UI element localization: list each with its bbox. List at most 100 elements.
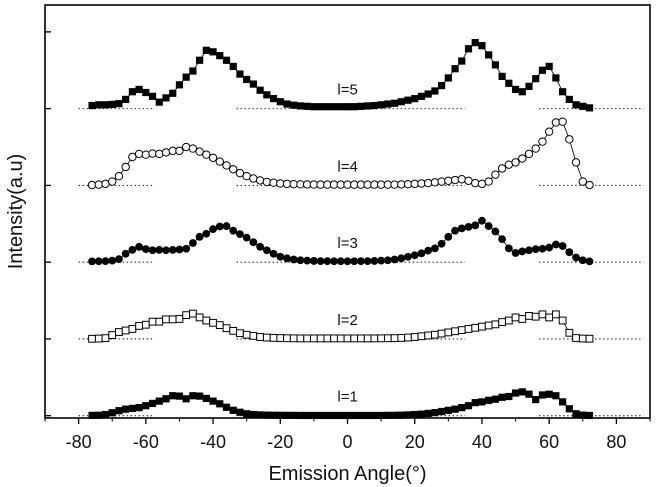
data-point-5-41 [357,102,365,110]
data-point-4-16 [188,144,198,153]
data-point-2-35 [316,334,325,343]
data-point-5-13 [169,89,177,97]
data-point-1-15 [182,395,190,403]
curve-label-3: l=3 [337,235,357,252]
data-point-3-25 [249,238,258,247]
data-point-4-65 [518,154,527,163]
data-point-1-26 [256,411,264,419]
data-point-2-50 [417,332,426,341]
data-point-3-74 [578,256,587,265]
data-point-4-68 [538,137,547,146]
data-point-3-30 [283,254,291,263]
data-point-5-61 [491,61,499,69]
data-point-5-49 [411,95,419,103]
data-point-5-37 [330,103,338,111]
data-point-1-32 [296,411,305,420]
data-point-5-63 [505,79,513,87]
data-point-3-12 [162,246,170,255]
data-point-3-2 [94,257,103,266]
data-point-5-50 [417,92,426,100]
data-point-3-7 [128,245,137,254]
data-point-2-48 [404,333,412,342]
data-point-2-71 [558,316,567,325]
data-point-2-56 [457,326,466,335]
data-point-2-27 [262,333,271,342]
data-point-1-22 [229,406,237,414]
data-point-1-7 [128,404,136,413]
data-point-1-53 [438,407,446,416]
data-point-4-55 [450,175,460,185]
data-point-3-48 [404,252,412,261]
data-point-1-71 [559,398,567,406]
data-point-5-26 [256,86,264,94]
data-point-2-40 [350,334,359,343]
data-point-4-70 [551,118,561,127]
data-point-4-51 [423,178,433,188]
data-point-5-36 [323,103,331,111]
x-ticks: -80 -60 -40 -20 0 20 40 60 80 [44,418,651,452]
data-point-5-23 [236,70,244,78]
data-point-3-69 [545,243,554,252]
data-point-2-73 [572,334,580,342]
data-point-3-20 [215,222,224,231]
data-point-5-9 [142,88,150,97]
data-point-3-44 [377,256,386,265]
data-point-4-22 [229,165,238,174]
data-point-4-17 [195,147,204,156]
data-point-4-52 [430,178,440,187]
data-point-1-57 [464,402,473,410]
data-point-4-71 [558,117,567,126]
x-axis-label: Emission Angle(°) [268,463,426,485]
data-point-3-59 [478,216,486,225]
data-point-5-42 [364,102,372,110]
data-point-2-68 [538,310,547,319]
data-point-5-58 [471,39,479,47]
data-point-3-9 [141,245,150,254]
data-point-3-66 [525,246,533,255]
data-point-1-18 [202,394,210,403]
data-point-1-65 [518,388,526,396]
data-point-1-51 [424,409,432,417]
data-point-5-6 [122,95,130,104]
data-point-5-38 [337,103,345,111]
data-point-3-58 [471,221,480,230]
data-point-1-29 [276,411,284,419]
data-point-3-3 [101,257,110,265]
data-point-3-16 [188,239,197,247]
data-point-4-26 [255,176,265,185]
data-point-2-33 [303,334,312,343]
y-axis-label: Intensity(a.u) [5,154,27,270]
data-point-4-72 [565,135,574,144]
data-point-4-67 [531,144,540,153]
data-point-2-58 [471,323,480,332]
data-point-5-68 [538,66,547,74]
data-point-2-8 [135,321,144,330]
data-point-2-39 [343,334,352,343]
data-point-4-53 [437,177,446,186]
data-point-5-4 [108,100,116,109]
data-point-1-35 [317,411,325,420]
data-point-3-24 [242,233,251,242]
data-point-5-65 [518,88,526,96]
data-point-2-51 [424,331,433,340]
data-point-2-34 [309,334,318,343]
data-point-1-37 [330,411,338,420]
data-point-4-12 [161,148,171,157]
curve-label-1: l=1 [337,389,357,406]
data-point-3-60 [484,222,493,230]
data-point-1-73 [572,410,580,418]
data-point-5-32 [296,102,305,110]
data-point-5-1 [88,101,96,110]
data-point-5-46 [390,99,399,107]
data-point-2-47 [397,334,406,342]
data-point-5-16 [189,67,197,75]
data-point-2-13 [168,315,177,324]
data-point-1-48 [404,411,412,419]
data-point-3-53 [437,239,446,248]
x-tick-label-9: 80 [606,432,626,452]
data-point-4-20 [215,157,224,166]
data-point-1-1 [88,411,96,419]
data-point-2-10 [148,317,157,326]
data-point-2-70 [551,310,560,319]
data-point-5-67 [532,75,540,83]
